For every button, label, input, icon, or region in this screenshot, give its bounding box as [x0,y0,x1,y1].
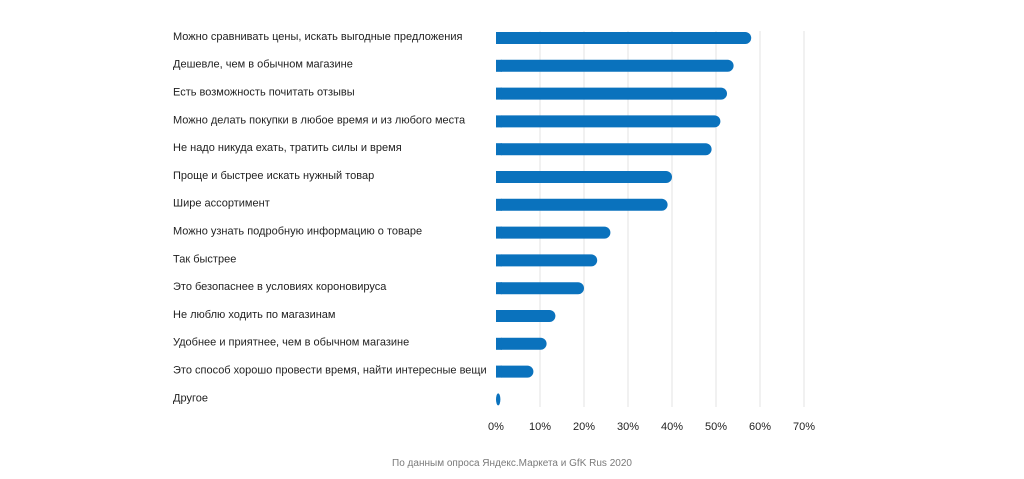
category-label: Можно делать покупки в любое время и из … [173,114,466,126]
bar-left-edge [496,87,502,100]
x-tick-label: 0% [488,421,504,433]
category-label: Проще и быстрее искать нужный товар [173,170,374,182]
bar [496,282,584,295]
bar [496,87,727,100]
category-label: Это безопаснее в условиях короновируса [173,281,387,293]
category-label: Не люблю ходить по магазинам [173,309,335,321]
bar [496,337,547,350]
x-tick-label: 60% [749,421,771,433]
x-tick-label: 30% [617,421,639,433]
bar-left-edge [496,365,502,378]
category-label: Можно сравнивать цены, искать выгодные п… [173,31,462,43]
category-label: Дешевле, чем в обычном магазине [173,59,353,71]
bar [496,310,556,322]
category-label: Это способ хорошо провести время, найти … [173,365,487,377]
category-label: Другое [173,392,208,404]
bar-left-edge [496,198,502,211]
bar [496,143,712,156]
bar-left-edge [496,32,502,44]
bar-left-edge [496,143,502,156]
bar-left-edge [496,310,502,322]
x-tick-label: 40% [661,421,683,433]
bar-left-edge [496,115,502,128]
category-label: Удобнее и приятнее, чем в обычном магази… [173,337,409,349]
x-tick-label: 10% [529,421,551,433]
bar [496,32,752,44]
bar-left-edge [496,59,502,72]
category-label: Шире ассортимент [173,198,270,210]
category-label: Не надо никуда ехать, тратить силы и вре… [173,142,402,154]
bar-left-edge [496,337,502,350]
category-label: Есть возможность почитать отзывы [173,87,355,99]
bar-left-edge [496,226,502,239]
x-tick-label: 70% [793,421,815,433]
bar [496,198,668,211]
x-tick-label: 50% [705,421,727,433]
bar-left-edge [496,171,502,183]
category-label: Можно узнать подробную информацию о това… [173,226,422,238]
bar [496,365,534,378]
x-tick-label: 20% [573,421,595,433]
bar [496,115,721,128]
bar-left-edge [496,282,502,295]
category-label: Так быстрее [173,253,236,265]
bar [496,59,734,72]
bar [496,254,598,267]
source-note: По данным опроса Яндекс.Маркета и GfK Ru… [392,458,632,469]
bar [496,226,611,239]
bar [496,171,672,183]
bar-left-edge [496,254,502,267]
bar [496,393,501,406]
